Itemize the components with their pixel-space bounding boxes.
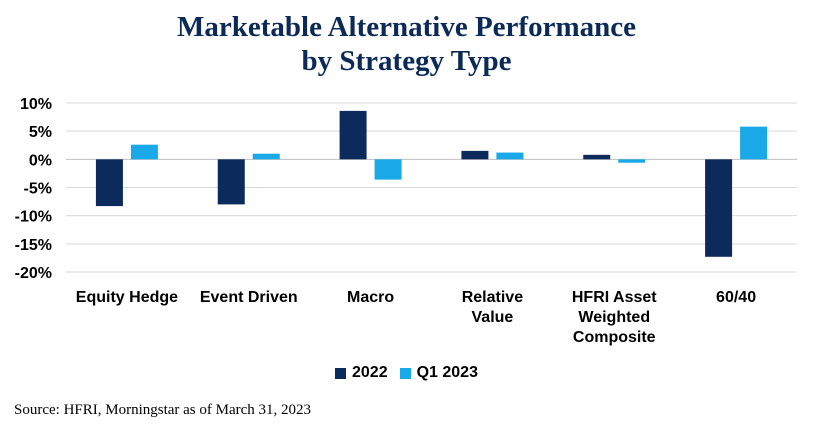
bar [740, 126, 768, 160]
y-tick-label: 5% [29, 124, 52, 141]
bar [217, 159, 245, 205]
y-tick-label: -15% [15, 237, 52, 254]
legend-label-2022: 2022 [352, 364, 388, 381]
legend-swatch-q1-2023 [399, 367, 411, 379]
chart-legend: 2022 Q1 2023 [0, 364, 813, 382]
y-tick-label: -10% [15, 209, 52, 226]
x-category-label: HFRI Asset [572, 289, 657, 306]
x-category-label: Value [472, 309, 514, 326]
bar [95, 159, 123, 207]
x-category-label: Composite [573, 329, 656, 346]
y-tick-label: 0% [29, 152, 52, 169]
chart-title-line-1: Marketable Alternative Performance [177, 11, 636, 43]
chart-title: Marketable Alternative Performance by St… [0, 10, 813, 78]
source-note: Source: HFRI, Morningstar as of March 31… [14, 402, 312, 418]
legend-label-q1-2023: Q1 2023 [416, 364, 478, 381]
bar [339, 110, 367, 160]
x-category-label: Event Driven [200, 289, 298, 306]
chart-title-line-2: by Strategy Type [301, 45, 512, 77]
x-category-label: Relative [462, 289, 523, 306]
y-tick-label: 10% [20, 96, 52, 113]
x-category-label: Equity Hedge [76, 289, 178, 306]
bar [130, 144, 158, 160]
bar [374, 159, 402, 180]
x-category-label: Macro [347, 289, 394, 306]
bar [618, 159, 646, 163]
bar [461, 150, 489, 160]
x-category-label: 60/40 [716, 289, 756, 306]
x-category-label: Weighted [578, 309, 650, 326]
bar [705, 159, 733, 257]
bar [583, 154, 611, 160]
y-tick-label: -5% [24, 181, 52, 198]
legend-item-q1-2023: Q1 2023 [399, 364, 478, 382]
y-tick-label: -20% [15, 265, 52, 282]
bar [252, 153, 280, 160]
legend-item-2022: 2022 [335, 364, 388, 382]
bar [496, 152, 524, 160]
bar-chart: 10% 5% 0% -5% -10% -15% -20% Equity Hedge Event … [15, 96, 797, 346]
legend-swatch-2022 [335, 367, 346, 379]
